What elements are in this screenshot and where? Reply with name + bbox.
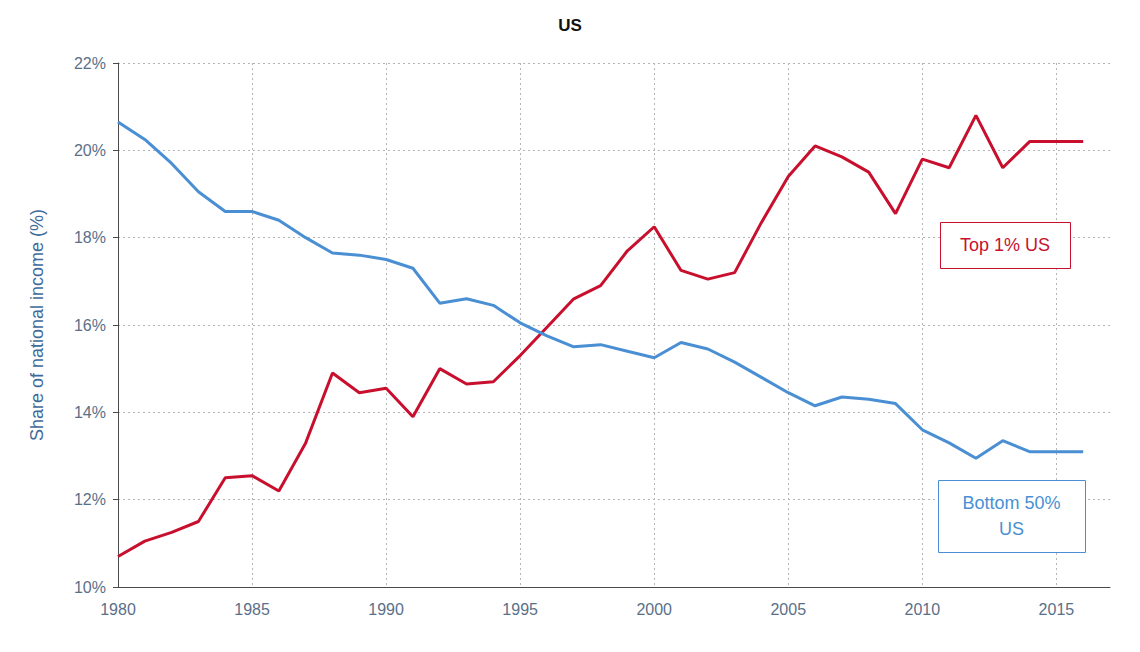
svg-text:16%: 16%: [74, 317, 106, 334]
svg-text:Bottom 50%: Bottom 50%: [962, 493, 1060, 513]
svg-text:Share of national income (%): Share of national income (%): [27, 209, 47, 441]
svg-text:18%: 18%: [74, 229, 106, 246]
svg-text:10%: 10%: [74, 579, 106, 596]
svg-text:1995: 1995: [502, 601, 538, 618]
svg-text:2015: 2015: [1039, 601, 1075, 618]
svg-text:1985: 1985: [234, 601, 270, 618]
svg-text:1990: 1990: [368, 601, 404, 618]
svg-text:Top 1% US: Top 1% US: [960, 235, 1050, 255]
svg-text:2000: 2000: [636, 601, 672, 618]
svg-text:2010: 2010: [905, 601, 941, 618]
svg-text:1980: 1980: [100, 601, 136, 618]
svg-text:14%: 14%: [74, 404, 106, 421]
svg-text:20%: 20%: [74, 142, 106, 159]
svg-text:12%: 12%: [74, 491, 106, 508]
svg-text:2005: 2005: [770, 601, 806, 618]
svg-text:US: US: [558, 16, 582, 35]
svg-text:22%: 22%: [74, 55, 106, 72]
svg-text:US: US: [999, 519, 1024, 539]
